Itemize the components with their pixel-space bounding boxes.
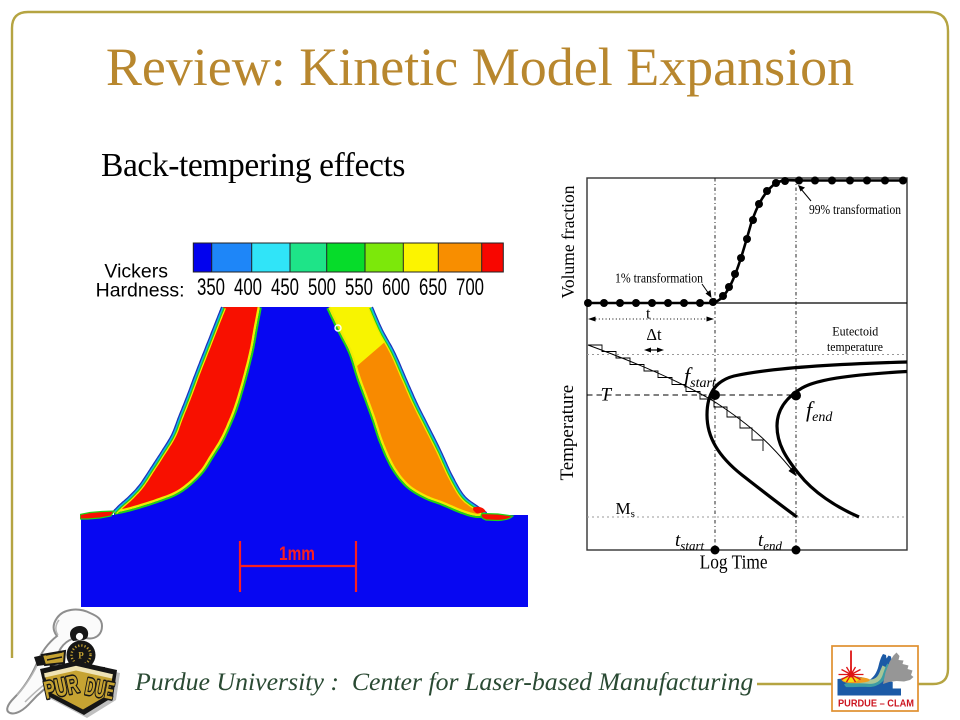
svg-text:Log Time: Log Time xyxy=(700,551,768,573)
svg-text:tend: tend xyxy=(758,530,783,553)
svg-text:T: T xyxy=(601,385,613,406)
svg-text:Δt: Δt xyxy=(646,325,662,344)
svg-text:PURDUE – CLAM: PURDUE – CLAM xyxy=(838,699,914,710)
svg-text:DUE: DUE xyxy=(83,673,117,705)
svg-text:650: 650 xyxy=(419,274,447,301)
svg-text:1mm: 1mm xyxy=(279,543,315,565)
svg-text:Vickers: Vickers xyxy=(104,261,168,283)
svg-text:350: 350 xyxy=(197,274,225,301)
svg-text:Ms: Ms xyxy=(616,499,635,520)
svg-text:temperature: temperature xyxy=(827,339,883,354)
svg-text:450: 450 xyxy=(271,274,299,301)
svg-text:Hardness:: Hardness: xyxy=(96,280,185,302)
svg-text:P: P xyxy=(78,651,84,661)
svg-text:Eutectoid: Eutectoid xyxy=(832,323,878,338)
svg-text:fend: fend xyxy=(806,397,833,425)
svg-text:Temperature: Temperature xyxy=(557,385,578,481)
svg-text:1% transformation: 1% transformation xyxy=(615,271,703,286)
svg-text:tstart: tstart xyxy=(675,530,705,553)
svg-text:700: 700 xyxy=(456,274,484,301)
svg-text:99% transformation: 99% transformation xyxy=(809,202,901,217)
svg-text:400: 400 xyxy=(234,274,262,301)
svg-text:550: 550 xyxy=(345,274,373,301)
svg-text:DUE: DUE xyxy=(83,673,117,705)
svg-text:Volume fraction: Volume fraction xyxy=(558,185,578,298)
svg-text:fstart: fstart xyxy=(684,363,717,391)
svg-text:600: 600 xyxy=(382,274,410,301)
svg-text:500: 500 xyxy=(308,274,336,301)
svg-text:t: t xyxy=(646,306,651,323)
